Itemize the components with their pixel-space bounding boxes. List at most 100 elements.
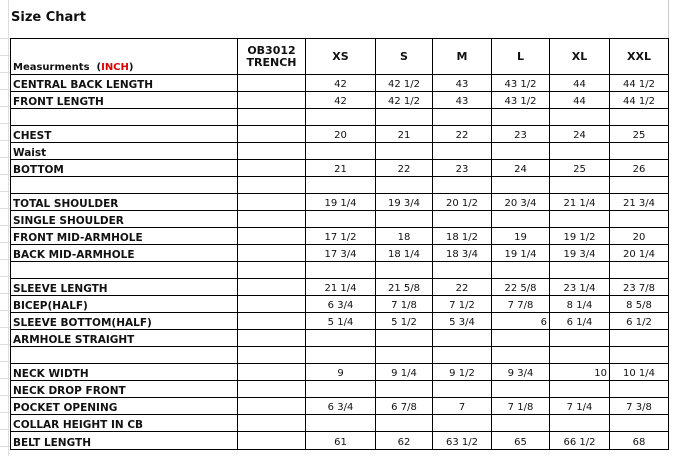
size-value-cell [549,329,610,347]
table-row: NECK WIDTH 9 9 1/4 9 1/2 9 3/4 10 10 1/4 [10,363,669,381]
size-value-cell: 23 [491,125,550,143]
size-value-cell: 20 1/2 [432,193,492,211]
sheet-gridline [0,191,10,192]
size-value-cell [432,380,492,398]
page-title: Size Chart [11,10,86,25]
size-value-cell: 8 5/8 [609,295,669,313]
size-value-cell [549,142,610,160]
size-value-cell [491,176,550,194]
sheet-gridline [0,38,10,39]
style-cell [237,108,306,126]
sheet-gridline [0,174,10,175]
size-value-cell: 21 1/4 [549,193,610,211]
style-cell [237,210,306,228]
size-value-cell [609,414,669,432]
size-value-cell [305,261,376,279]
table-row: FRONT LENGTH 42 42 1/2 43 43 1/2 44 44 1/2 [10,91,669,109]
size-value-cell: 22 5/8 [491,278,550,296]
size-value-cell: 20 3/4 [491,193,550,211]
style-cell [237,278,306,296]
sheet-gridline [8,0,9,456]
sheet-gridline [0,225,10,226]
sheet-gridline [0,412,10,413]
table-row: TOTAL SHOULDER 19 1/4 19 3/4 20 1/2 20 3/4 21… [10,193,669,211]
row-label: CHEST [10,125,238,143]
size-value-cell: 44 [549,74,610,92]
style-cell [237,380,306,398]
style-cell [237,142,306,160]
size-value-cell: 18 1/2 [432,227,492,245]
style-cell [237,431,306,450]
size-value-cell [609,108,669,126]
row-label: BACK MID-ARMHOLE [10,244,238,262]
size-value-cell: 7 3/8 [609,397,669,415]
size-value-cell: 21 [375,125,433,143]
size-value-cell: 6 [491,312,550,330]
table-row: ARMHOLE STRAIGHT [10,329,669,347]
unit-label: INCH [101,62,129,73]
style-name: TRENCH [246,55,297,69]
size-value-cell: 65 [491,431,550,450]
size-value-cell: 62 [375,431,433,450]
sheet-gridline [0,140,10,141]
style-cell [237,363,306,381]
size-header-xxl: XXL [609,38,669,75]
size-value-cell: 5 1/2 [375,312,433,330]
size-value-cell: 6 3/4 [305,397,376,415]
size-value-cell: 20 [609,227,669,245]
style-cell [237,244,306,262]
size-value-cell: 25 [609,125,669,143]
size-value-cell: 22 [375,159,433,177]
size-value-cell: 6 3/4 [305,295,376,313]
size-value-cell: 18 1/4 [375,244,433,262]
style-cell [237,227,306,245]
row-label: FRONT LENGTH [10,91,238,109]
size-value-cell: 44 1/2 [609,74,669,92]
size-value-cell [305,380,376,398]
table-row: BELT LENGTH 61 62 63 1/2 65 66 1/2 68 [10,431,669,450]
size-value-cell: 61 [305,431,376,450]
sheet-gridline [0,242,10,243]
row-label: TOTAL SHOULDER [10,193,238,211]
style-cell [237,125,306,143]
size-value-cell: 7 1/8 [491,397,550,415]
style-cell [237,295,306,313]
divider [668,0,669,38]
size-value-cell [305,210,376,228]
size-value-cell [549,346,610,364]
size-value-cell: 43 1/2 [491,91,550,109]
size-value-cell [432,261,492,279]
size-value-cell: 9 1/4 [375,363,433,381]
size-value-cell [432,329,492,347]
size-value-cell [305,346,376,364]
size-value-cell [375,142,433,160]
style-cell [237,346,306,364]
size-value-cell [549,261,610,279]
size-value-cell [305,176,376,194]
size-value-cell [609,142,669,160]
sheet-gridline [0,378,10,379]
row-label: BICEP(HALF) [10,295,238,313]
style-cell [237,176,306,194]
size-value-cell [375,210,433,228]
size-value-cell [375,108,433,126]
size-value-cell [375,414,433,432]
sheet-gridline [0,72,10,73]
table-row: NECK DROP FRONT [10,380,669,398]
size-value-cell: 5 3/4 [432,312,492,330]
size-value-cell: 24 [491,159,550,177]
size-value-cell: 21 5/8 [375,278,433,296]
size-value-cell [432,414,492,432]
row-label: BELT LENGTH [10,431,238,450]
size-value-cell [609,261,669,279]
size-value-cell: 44 [549,91,610,109]
table-row: FRONT MID-ARMHOLE 17 1/2 18 18 1/2 19 19 1/2 2… [10,227,669,245]
row-label: ARMHOLE STRAIGHT [10,329,238,347]
size-value-cell [305,142,376,160]
sheet-gridline [0,429,10,430]
size-value-cell: 23 7/8 [609,278,669,296]
size-value-cell: 63 1/2 [432,431,492,450]
row-label: POCKET OPENING [10,397,238,415]
size-value-cell [491,380,550,398]
size-value-cell: 43 [432,74,492,92]
